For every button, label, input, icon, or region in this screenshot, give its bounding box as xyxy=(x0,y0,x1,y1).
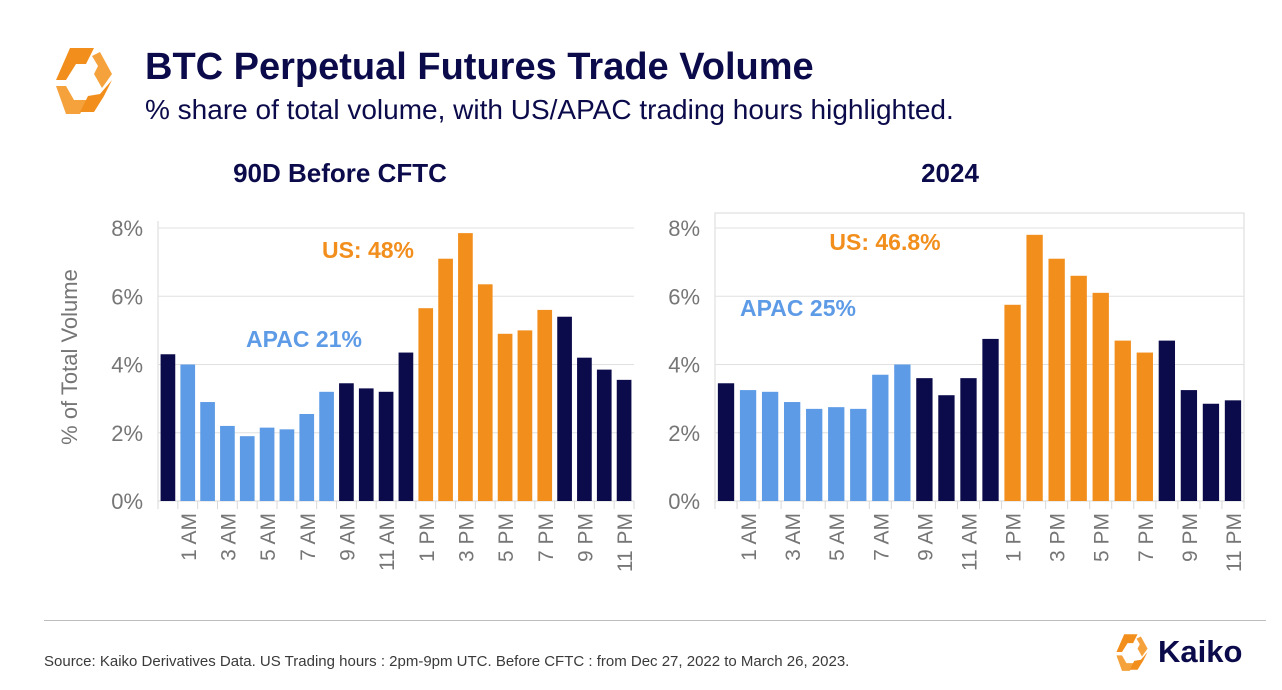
left-y-tick-label: 8% xyxy=(111,216,143,241)
left-bar xyxy=(517,330,533,501)
right-x-tick-label: 3 AM xyxy=(782,513,805,561)
right-x-tick-label: 1 PM xyxy=(1003,513,1026,562)
page-subtitle: % share of total volume, with US/APAC tr… xyxy=(145,94,954,125)
right-x-tick-label: 11 AM xyxy=(958,513,981,571)
left-bar xyxy=(458,233,473,501)
right-bar xyxy=(1158,340,1176,501)
left-bar xyxy=(299,413,315,501)
right-bar xyxy=(1026,234,1043,501)
right-bar xyxy=(1004,304,1021,501)
right-x-tick-label: 7 PM xyxy=(1135,513,1158,562)
right-bar xyxy=(982,338,999,501)
left-y-tick-label: 6% xyxy=(111,284,143,309)
right-x-tick-label: 9 PM xyxy=(1179,513,1202,562)
right-y-tick-label: 6% xyxy=(668,284,700,309)
left-y-tick-label: 0% xyxy=(111,489,143,514)
left-annotation-apac: APAC 21% xyxy=(246,326,362,352)
left-bar xyxy=(160,354,176,501)
right-bar xyxy=(938,395,955,501)
right-bar xyxy=(1136,352,1153,501)
left-x-tick-label: 1 PM xyxy=(416,513,439,562)
left-bar xyxy=(497,333,513,501)
right-annotation-us: US: 46.8% xyxy=(829,229,940,255)
left-bar xyxy=(220,425,235,501)
left-bar xyxy=(200,402,215,501)
left-bar xyxy=(537,309,553,501)
left-annotation-us: US: 48% xyxy=(322,237,414,263)
left-bar xyxy=(438,258,453,501)
right-annotation-apac: APAC 25% xyxy=(740,295,856,321)
right-x-tick-label: 1 AM xyxy=(738,513,761,561)
right-x-tick-label: 9 AM xyxy=(914,513,937,561)
left-x-tick-label: 3 PM xyxy=(455,513,478,562)
right-x-tick-label: 5 PM xyxy=(1091,513,1114,562)
right-bar xyxy=(1180,390,1198,501)
right-y-tick-label: 0% xyxy=(668,489,700,514)
left-bar xyxy=(596,369,612,501)
kaiko-logo-icon xyxy=(56,48,112,114)
left-x-tick-label: 5 PM xyxy=(495,513,518,562)
source-note: Source: Kaiko Derivatives Data. US Tradi… xyxy=(44,653,850,670)
brand: Kaiko xyxy=(1112,632,1267,672)
right-x-tick-label: 5 AM xyxy=(826,513,849,561)
right-y-tick-label: 2% xyxy=(668,421,700,446)
right-bar xyxy=(717,383,735,501)
left-y-tick-label: 2% xyxy=(111,421,143,446)
right-bar xyxy=(761,391,779,501)
right-bar xyxy=(1092,292,1109,501)
left-bar xyxy=(259,427,275,501)
right-bar xyxy=(806,408,823,501)
left-bar xyxy=(239,436,255,501)
right-bar xyxy=(783,402,801,501)
right-bar xyxy=(739,390,757,501)
left-x-tick-label: 9 PM xyxy=(574,513,597,562)
left-bar xyxy=(279,429,295,501)
left-x-tick-label: 7 AM xyxy=(297,513,320,561)
left-bar xyxy=(339,383,354,501)
footer-divider xyxy=(44,620,1266,621)
right-bar xyxy=(916,378,933,501)
left-x-tick-label: 1 AM xyxy=(178,513,201,561)
right-bar xyxy=(850,408,867,501)
left-bar xyxy=(616,379,632,501)
left-x-tick-label: 7 PM xyxy=(535,513,558,562)
right-y-tick-label: 8% xyxy=(668,216,700,241)
right-x-tick-label: 3 PM xyxy=(1047,513,1070,562)
right-bar xyxy=(872,374,889,501)
left-bar xyxy=(398,352,414,501)
left-x-tick-label: 11 AM xyxy=(376,513,399,571)
left-x-tick-label: 5 AM xyxy=(257,513,280,561)
right-bar xyxy=(894,364,911,501)
chart-right-title: 2024 xyxy=(921,158,979,188)
right-bar xyxy=(1070,275,1087,501)
right-bar xyxy=(1224,400,1242,501)
right-y-tick-label: 4% xyxy=(668,353,700,378)
right-x-tick-label: 11 PM xyxy=(1223,513,1246,572)
right-bar xyxy=(1114,340,1131,501)
left-bar xyxy=(358,388,374,501)
kaiko-brand-icon xyxy=(1116,634,1148,671)
left-bar xyxy=(319,391,334,501)
left-x-tick-label: 11 PM xyxy=(614,513,637,572)
left-bar xyxy=(577,357,592,501)
left-bar xyxy=(378,391,394,501)
brand-name: Kaiko xyxy=(1158,634,1243,669)
left-x-tick-label: 3 AM xyxy=(217,513,240,561)
right-x-tick-label: 7 AM xyxy=(870,513,893,561)
left-x-tick-label: 9 AM xyxy=(336,513,359,561)
right-bar xyxy=(1048,258,1065,501)
chart-left-title: 90D Before CFTC xyxy=(233,158,447,188)
right-bar xyxy=(960,378,977,501)
left-bar xyxy=(557,316,572,501)
left-bar xyxy=(477,284,493,501)
right-bar xyxy=(828,407,845,501)
page-title: BTC Perpetual Futures Trade Volume xyxy=(145,46,814,88)
left-y-tick-label: 4% xyxy=(111,353,143,378)
right-bar xyxy=(1202,403,1220,501)
left-bar xyxy=(418,308,434,501)
left-bar xyxy=(180,364,196,501)
